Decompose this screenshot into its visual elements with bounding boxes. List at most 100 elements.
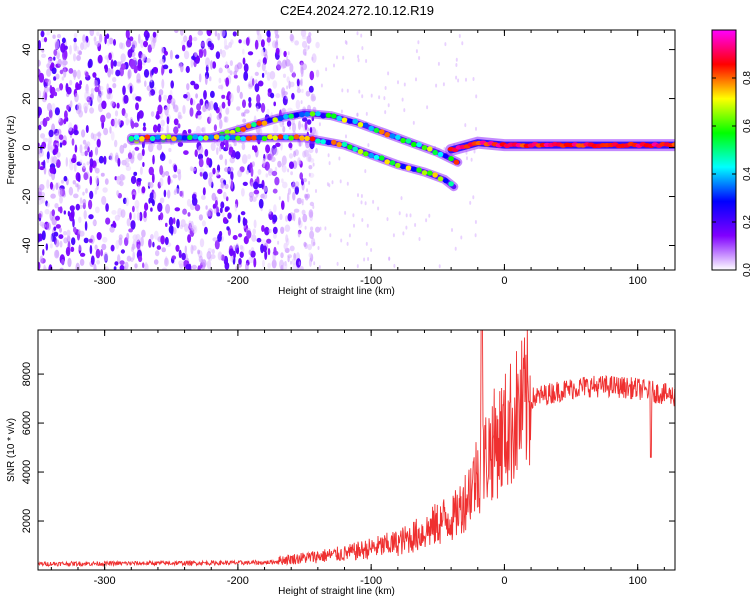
noise-cell [93, 79, 98, 88]
noise-cell [361, 94, 364, 99]
noise-cell [55, 249, 59, 258]
noise-cell [454, 246, 457, 251]
noise-cell [137, 178, 142, 182]
noise-cell [197, 265, 201, 270]
noise-cell [70, 246, 75, 252]
track-cell [288, 113, 295, 119]
noise-cell [288, 161, 295, 169]
noise-cell [388, 256, 391, 261]
noise-cell [96, 232, 102, 240]
noise-cell [143, 122, 146, 127]
noise-cell [53, 91, 58, 97]
noise-cell [443, 147, 446, 151]
noise-cell [61, 76, 65, 81]
track-cell [176, 134, 183, 140]
track-cell [671, 142, 675, 147]
noise-cell [225, 196, 229, 202]
noise-cell [152, 66, 158, 73]
noise-cell [242, 99, 246, 108]
noise-cell [346, 241, 349, 246]
noise-cell [114, 214, 121, 221]
noise-cell [281, 163, 284, 168]
noise-cell [187, 129, 192, 134]
noise-cell [219, 119, 223, 130]
noise-cell [358, 89, 361, 94]
noise-cell [109, 152, 114, 161]
noise-cell [110, 68, 114, 75]
track-cell [336, 115, 343, 121]
noise-cell [209, 113, 212, 123]
noise-cell [246, 230, 252, 239]
noise-cell [46, 31, 50, 36]
noise-cell [266, 238, 272, 244]
noise-cell [336, 261, 339, 266]
track-cell [405, 138, 412, 144]
noise-cell [251, 78, 255, 86]
noise-cell [425, 218, 428, 223]
noise-cell [228, 166, 234, 172]
noise-cell [214, 30, 218, 37]
noise-cell [403, 108, 406, 113]
track-cell [144, 134, 151, 140]
noise-cell [103, 127, 109, 136]
noise-cell [212, 167, 216, 175]
noise-cell [262, 259, 265, 268]
noise-cell [455, 63, 458, 67]
noise-cell [90, 132, 95, 140]
noise-cell [325, 67, 328, 72]
noise-cell [42, 197, 46, 204]
track-cell [443, 178, 449, 184]
noise-cell [253, 257, 257, 268]
noise-cell [134, 199, 140, 209]
noise-cell [220, 181, 224, 189]
track-cell [357, 149, 364, 155]
noise-cell [239, 251, 244, 258]
noise-cell [253, 189, 260, 195]
noise-cell [415, 49, 418, 54]
noise-cell [301, 123, 304, 128]
noise-cell [251, 234, 257, 242]
noise-cell [185, 65, 190, 74]
track-cell [325, 112, 332, 118]
noise-cell [298, 120, 301, 130]
noise-cell [180, 30, 184, 36]
noise-cell [264, 226, 270, 236]
noise-cell [175, 54, 180, 59]
noise-cell [418, 56, 421, 60]
noise-cell [49, 243, 53, 249]
noise-cell [312, 95, 317, 101]
noise-cell [141, 148, 145, 157]
noise-cell [60, 42, 66, 53]
noise-cell [305, 90, 311, 97]
noise-cell [103, 251, 109, 262]
noise-cell [161, 66, 164, 76]
noise-cell [372, 199, 375, 204]
noise-cell [222, 217, 228, 224]
noise-cell [346, 181, 349, 186]
noise-cell [117, 254, 121, 264]
noise-cell [418, 237, 421, 241]
noise-cell [95, 175, 99, 185]
noise-cell [155, 250, 160, 257]
chart-title: C2E4.2024.272.10.12.R19 [280, 3, 434, 18]
track-cell [224, 134, 230, 141]
noise-cell [118, 237, 123, 246]
noise-cell [339, 179, 342, 184]
noise-cell [237, 214, 241, 224]
noise-cell [58, 187, 63, 198]
noise-cell [273, 204, 277, 213]
noise-cell [72, 180, 77, 185]
noise-cell [190, 244, 194, 255]
noise-cell [89, 107, 95, 114]
noise-cell [283, 50, 287, 58]
noise-cell [370, 248, 373, 252]
noise-cell [253, 219, 257, 229]
noise-cell [357, 54, 360, 59]
noise-cell [86, 161, 90, 166]
noise-cell [132, 234, 138, 241]
noise-cell [54, 107, 61, 116]
noise-cell [346, 88, 349, 93]
track-cell [411, 141, 417, 148]
noise-cell [71, 237, 76, 246]
noise-cell [295, 258, 302, 268]
